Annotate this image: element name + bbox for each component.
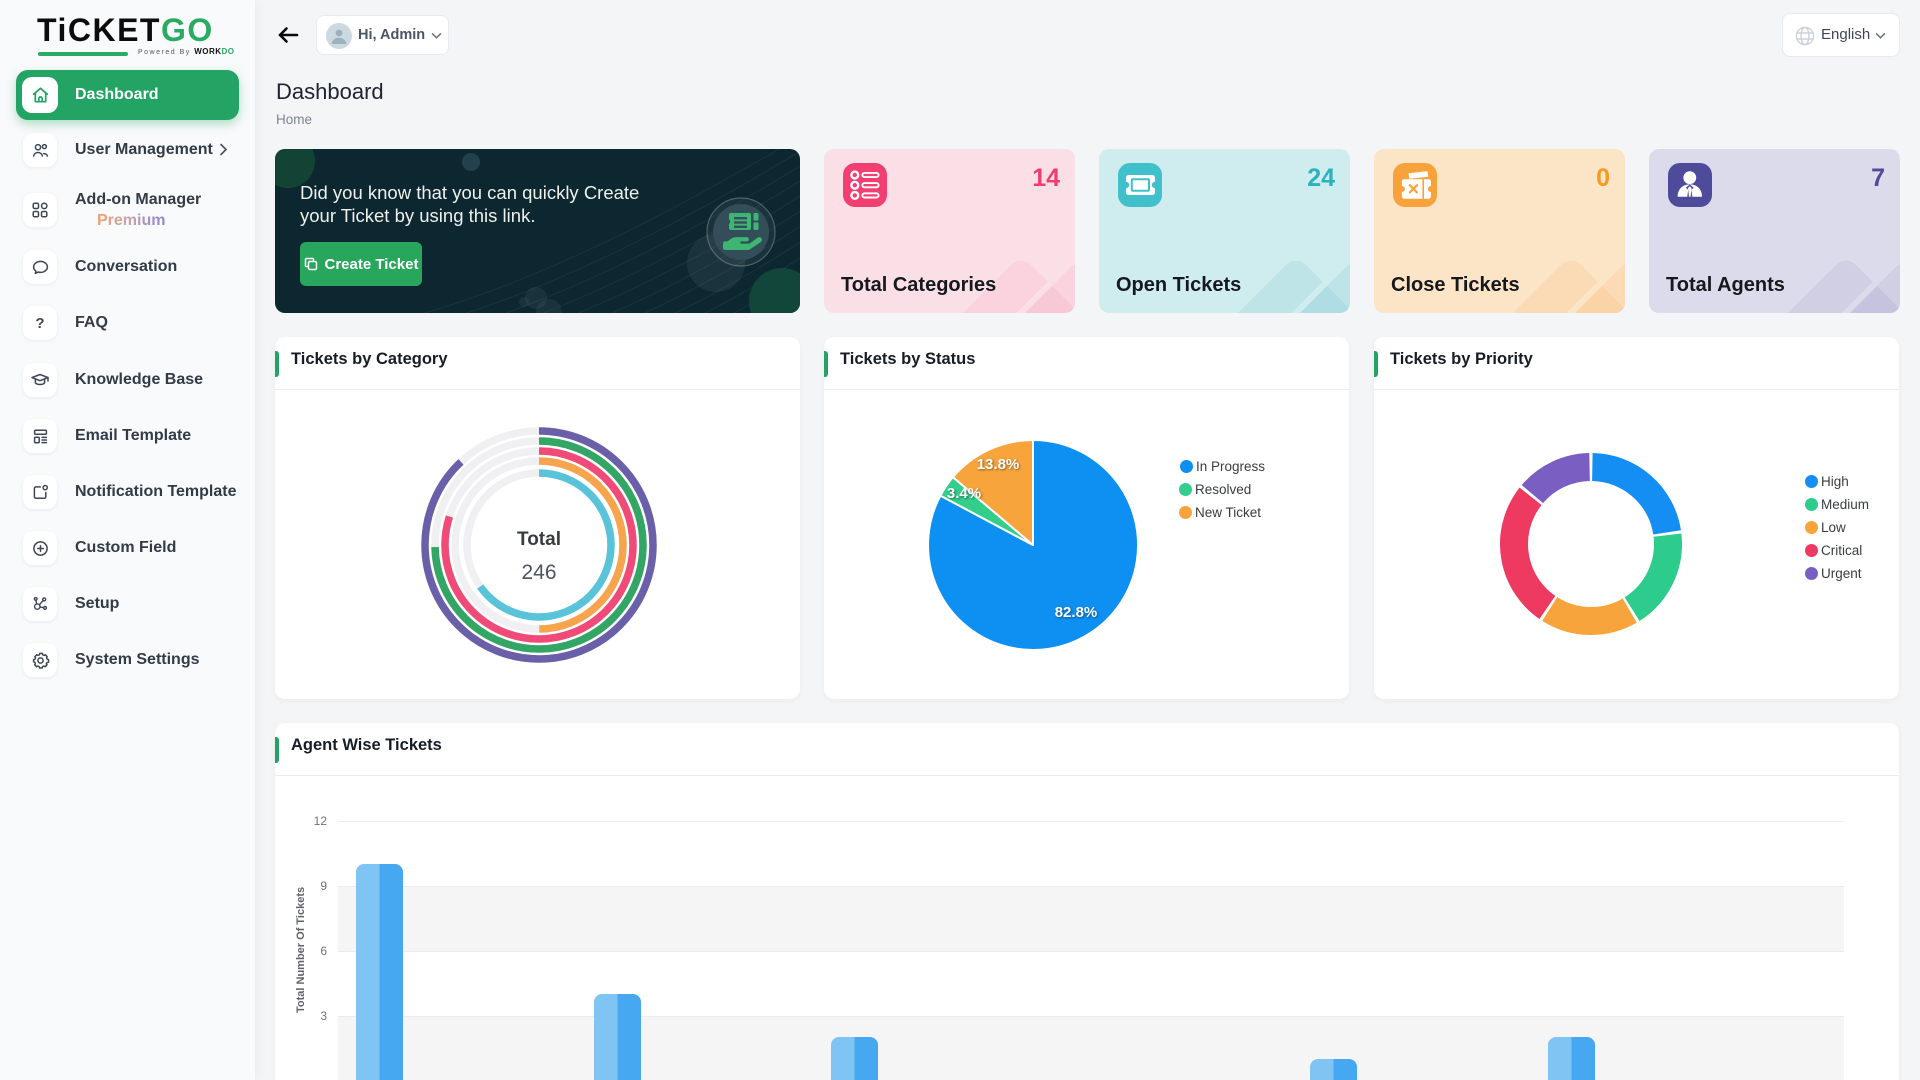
svg-text:82.8%: 82.8% bbox=[1055, 604, 1098, 621]
svg-text:Total: Total bbox=[517, 529, 561, 550]
svg-text:3.4%: 3.4% bbox=[947, 485, 981, 502]
svg-text:246: 246 bbox=[521, 561, 556, 584]
svg-text:13.8%: 13.8% bbox=[977, 456, 1020, 473]
